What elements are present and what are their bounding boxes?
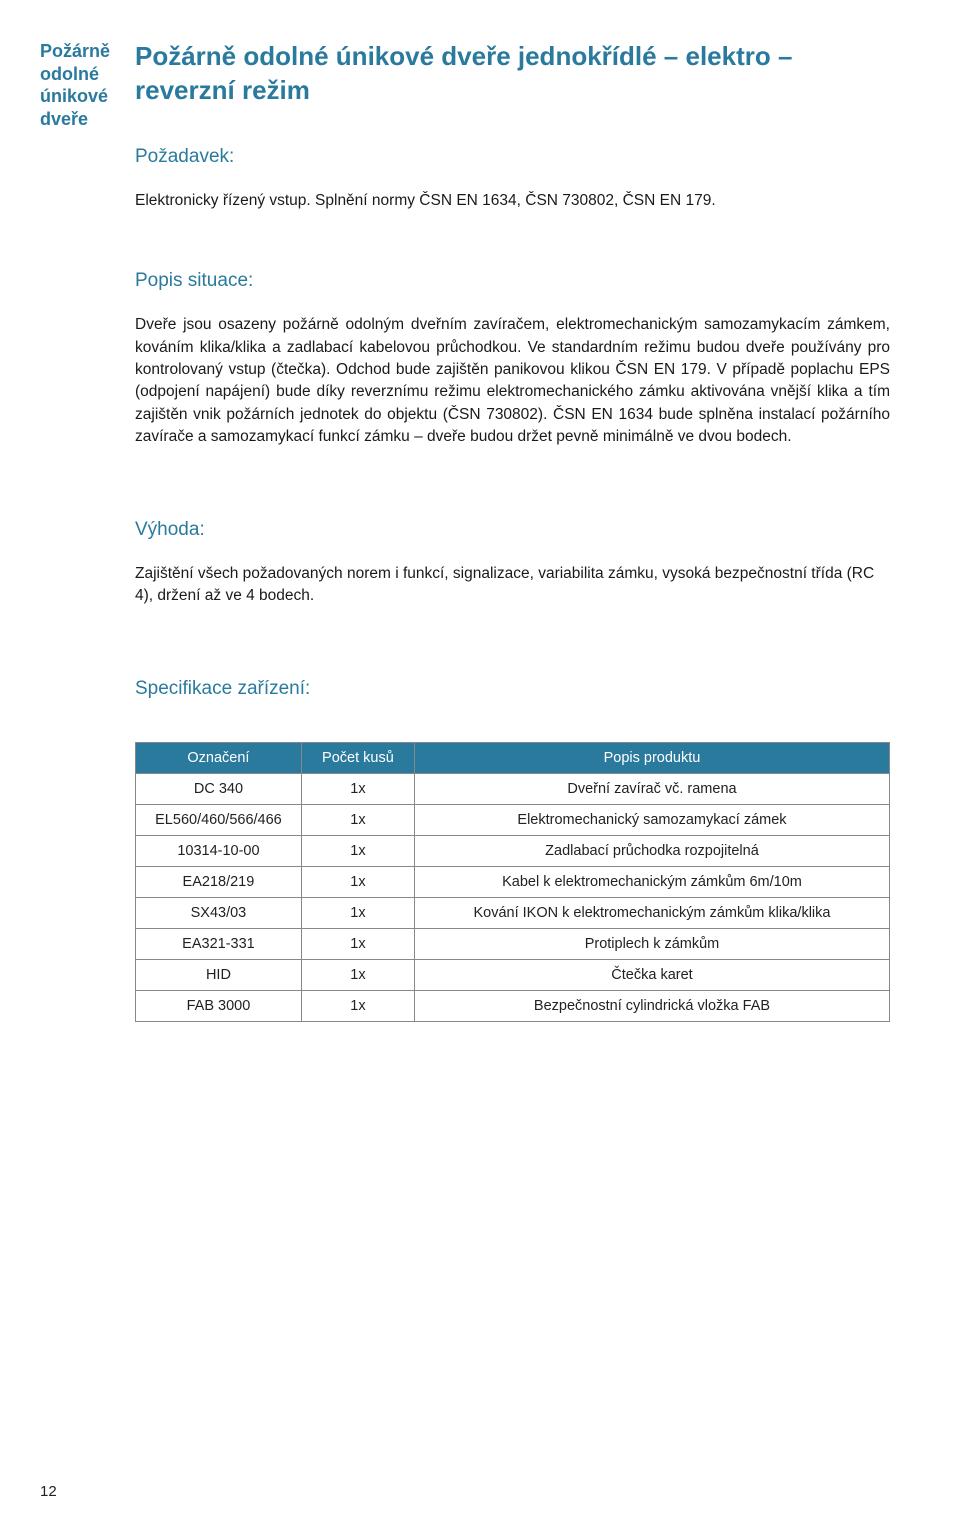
table-cell: Kabel k elektromechanickým zámkům 6m/10m [414,866,889,897]
table-cell: EA218/219 [136,866,302,897]
table-row: SX43/031xKování IKON k elektromechanický… [136,897,890,928]
table-header-row: Označení Počet kusů Popis produktu [136,742,890,773]
spec-table: Označení Počet kusů Popis produktu DC 34… [135,742,890,1022]
table-cell: SX43/03 [136,897,302,928]
table-row: DC 3401xDveřní zavírač vč. ramena [136,773,890,804]
section-text: Zajištění všech požadovaných norem i fun… [135,563,890,608]
table-cell: EA321-331 [136,928,302,959]
side-label-line: odolné [40,64,99,84]
table-cell: 1x [301,835,414,866]
table-cell: 1x [301,990,414,1021]
section-heading: Požadavek: [135,146,890,168]
table-cell: DC 340 [136,773,302,804]
section-vyhoda: Výhoda: Zajištění všech požadovaných nor… [135,519,890,608]
table-cell: 1x [301,959,414,990]
table-header-cell: Počet kusů [301,742,414,773]
side-label-line: dveře [40,109,88,129]
section-specifikace: Specifikace zařízení: Označení Počet kus… [135,678,890,1022]
table-cell: FAB 3000 [136,990,302,1021]
side-category-label: Požárně odolné únikové dveře [40,40,120,130]
section-text: Elektronicky řízený vstup. Splnění normy… [135,190,890,212]
table-row: EA321-3311xProtiplech k zámkům [136,928,890,959]
table-header-cell: Popis produktu [414,742,889,773]
main-content: Požárně odolné únikové dveře jednokřídlé… [135,40,890,1022]
table-cell: 1x [301,866,414,897]
table-cell: Protiplech k zámkům [414,928,889,959]
section-text: Dveře jsou osazeny požárně odolným dveřn… [135,314,890,449]
table-row: FAB 30001xBezpečnostní cylindrická vložk… [136,990,890,1021]
table-cell: 1x [301,773,414,804]
page-number: 12 [40,1483,57,1500]
table-row: EA218/2191xKabel k elektromechanickým zá… [136,866,890,897]
table-cell: HID [136,959,302,990]
table-row: HID1xČtečka karet [136,959,890,990]
table-row: EL560/460/566/4661xElektromechanický sam… [136,804,890,835]
section-pozadavek: Požadavek: Elektronicky řízený vstup. Sp… [135,146,890,212]
table-cell: 1x [301,897,414,928]
table-cell: 10314-10-00 [136,835,302,866]
table-cell: Zadlabací průchodka rozpojitelná [414,835,889,866]
table-row: 10314-10-001xZadlabací průchodka rozpoji… [136,835,890,866]
spec-table-body: DC 3401xDveřní zavírač vč. ramenaEL560/4… [136,773,890,1021]
section-heading: Specifikace zařízení: [135,678,890,700]
table-cell: 1x [301,928,414,959]
table-cell: Kování IKON k elektromechanickým zámkům … [414,897,889,928]
table-header-cell: Označení [136,742,302,773]
side-label-line: únikové [40,86,108,106]
table-cell: Bezpečnostní cylindrická vložka FAB [414,990,889,1021]
section-heading: Výhoda: [135,519,890,541]
page-title: Požárně odolné únikové dveře jednokřídlé… [135,40,890,108]
table-cell: Dveřní zavírač vč. ramena [414,773,889,804]
table-cell: Elektromechanický samozamykací zámek [414,804,889,835]
table-cell: Čtečka karet [414,959,889,990]
table-cell: EL560/460/566/466 [136,804,302,835]
table-cell: 1x [301,804,414,835]
section-popis: Popis situace: Dveře jsou osazeny požárn… [135,270,890,449]
section-heading: Popis situace: [135,270,890,292]
side-label-line: Požárně [40,41,110,61]
